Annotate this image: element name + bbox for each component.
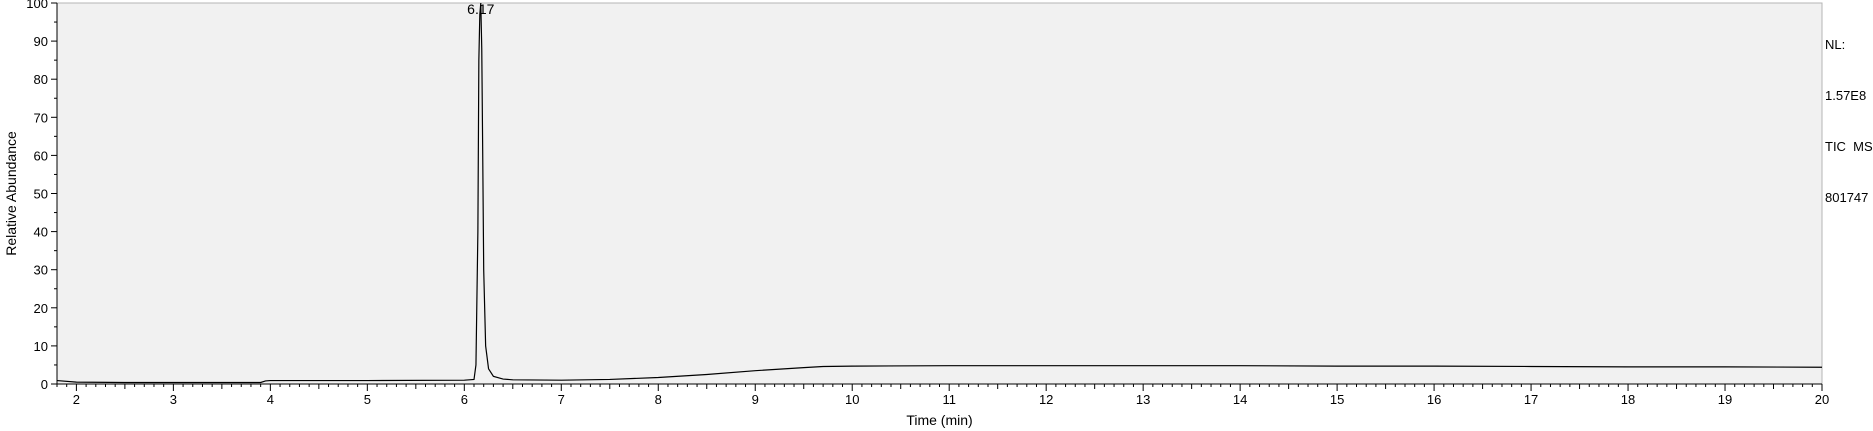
y-tick-label: 40 bbox=[34, 225, 48, 240]
normalization-info: NL: 1.57E8 TIC MS 801747 bbox=[1825, 2, 1873, 223]
x-tick-label: 9 bbox=[752, 392, 759, 407]
plot-area bbox=[56, 2, 1823, 385]
x-tick-label: 18 bbox=[1621, 392, 1635, 407]
x-tick-label: 4 bbox=[267, 392, 274, 407]
x-tick-label: 13 bbox=[1136, 392, 1150, 407]
axes-layer: 2 3 4 5 6 7 8 9 10 11 12 13 14 15 16 17 18 19 20 0 10 20 30 40 5… bbox=[26, 0, 1829, 407]
trace-layer bbox=[56, 2, 1823, 384]
x-tick-label: 15 bbox=[1330, 392, 1344, 407]
x-tick-label: 11 bbox=[942, 392, 956, 407]
y-tick-label: 20 bbox=[34, 301, 48, 316]
y-tick-label: 0 bbox=[41, 377, 48, 392]
y-tick-label: 100 bbox=[26, 0, 48, 11]
x-tick-label: 5 bbox=[364, 392, 371, 407]
y-tick-label: 70 bbox=[34, 110, 48, 125]
y-tick-label: 80 bbox=[34, 72, 48, 87]
x-tick-label: 19 bbox=[1718, 392, 1732, 407]
y-tick-label: 60 bbox=[34, 148, 48, 163]
nl-label: NL: bbox=[1825, 37, 1846, 52]
x-tick-label: 2 bbox=[73, 392, 80, 407]
series-line-0 bbox=[56, 2, 1823, 384]
x-tick-label: 12 bbox=[1039, 392, 1053, 407]
sample-name: 801747 bbox=[1825, 190, 1869, 205]
y-axis-title: Relative Abundance bbox=[3, 131, 19, 256]
x-tick-label: 20 bbox=[1815, 392, 1829, 407]
x-tick-label: 14 bbox=[1233, 392, 1247, 407]
x-tick-label: 17 bbox=[1524, 392, 1538, 407]
nl-value: 1.57E8 bbox=[1825, 88, 1867, 103]
peak-label: 6.17 bbox=[467, 1, 494, 17]
x-tick-label: 8 bbox=[655, 392, 662, 407]
scan-filter: TIC MS bbox=[1825, 139, 1873, 154]
y-tick-label: 50 bbox=[34, 187, 48, 202]
y-tick-label: 10 bbox=[34, 339, 48, 354]
x-tick-label: 3 bbox=[170, 392, 177, 407]
x-tick-label: 7 bbox=[558, 392, 565, 407]
x-tick-label: 16 bbox=[1427, 392, 1441, 407]
x-axis-title: Time (min) bbox=[906, 412, 972, 428]
x-tick-label: 10 bbox=[845, 392, 859, 407]
y-tick-label: 30 bbox=[34, 263, 48, 278]
y-tick-label: 90 bbox=[34, 34, 48, 49]
x-tick-label: 6 bbox=[461, 392, 468, 407]
